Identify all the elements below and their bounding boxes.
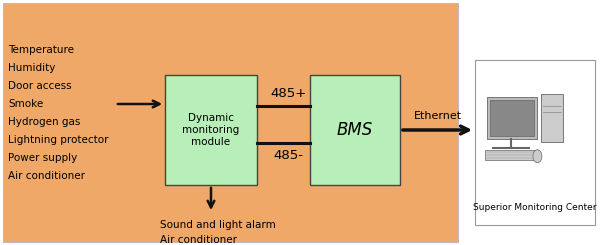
- Text: 485-: 485-: [273, 149, 303, 162]
- Bar: [475, 60, 595, 225]
- Text: Smoke: Smoke: [8, 99, 43, 109]
- Text: Power supply: Power supply: [8, 153, 77, 163]
- Bar: [310, 75, 400, 185]
- Text: Dynamic
monitoring
module: Dynamic monitoring module: [182, 113, 240, 147]
- Text: Hydrogen gas: Hydrogen gas: [8, 117, 81, 127]
- Text: Air conditioner: Air conditioner: [8, 171, 85, 181]
- Bar: [485, 150, 535, 160]
- Text: Superior Monitoring Center: Superior Monitoring Center: [473, 203, 597, 211]
- Text: Humidity: Humidity: [8, 63, 55, 73]
- Text: Temperature: Temperature: [8, 45, 74, 55]
- Text: Lightning protector: Lightning protector: [8, 135, 108, 145]
- Text: Ethernet: Ethernet: [414, 111, 462, 121]
- Bar: [488, 97, 538, 139]
- Bar: [3, 3, 458, 242]
- Text: 485+: 485+: [270, 87, 306, 100]
- Text: Door access: Door access: [8, 81, 72, 91]
- Bar: [165, 75, 257, 185]
- Ellipse shape: [533, 150, 542, 163]
- Bar: [491, 100, 535, 136]
- Text: BMS: BMS: [337, 121, 373, 139]
- Bar: [541, 94, 563, 142]
- Text: Sound and light alarm: Sound and light alarm: [160, 220, 276, 230]
- Text: Air conditioner: Air conditioner: [160, 235, 237, 245]
